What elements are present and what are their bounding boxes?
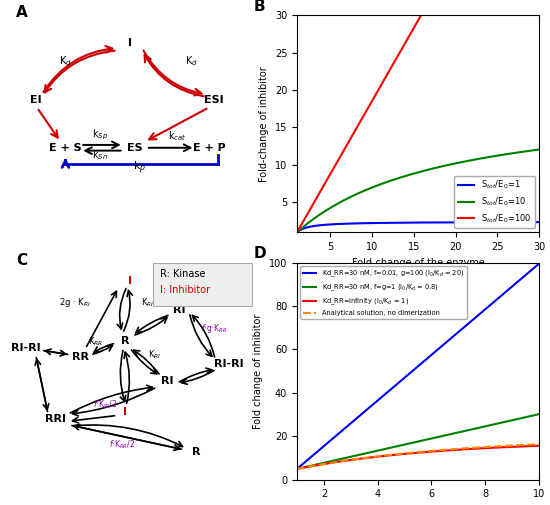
Text: RI: RI	[173, 305, 185, 315]
Text: RRI: RRI	[45, 414, 66, 424]
FancyBboxPatch shape	[153, 264, 252, 306]
Text: EI: EI	[30, 95, 42, 106]
Text: I: I	[128, 276, 132, 286]
Text: I: Inhibitor: I: Inhibitor	[160, 285, 210, 295]
Text: RI-RI: RI-RI	[11, 343, 41, 353]
Text: ESI: ESI	[204, 95, 224, 106]
Y-axis label: Fold change of inhibitor: Fold change of inhibitor	[254, 314, 263, 429]
Text: R: R	[192, 447, 201, 457]
Text: K$_d$: K$_d$	[59, 55, 72, 69]
Text: I: I	[128, 38, 132, 48]
Text: R: Kinase: R: Kinase	[160, 269, 205, 279]
Text: K$_{RI}$: K$_{RI}$	[148, 348, 161, 361]
Text: $f$·K$_{RR}$/2: $f$·K$_{RR}$/2	[109, 438, 135, 451]
Text: RI-RI: RI-RI	[214, 360, 244, 369]
Text: RI: RI	[161, 376, 173, 386]
Text: K$_{RI}$: K$_{RI}$	[140, 296, 154, 309]
Text: k$_{cat}$: k$_{cat}$	[168, 129, 186, 143]
Text: A: A	[16, 5, 28, 20]
Text: ES: ES	[127, 143, 142, 153]
Text: k$_{Sp}$: k$_{Sp}$	[92, 127, 108, 142]
Text: $f$·K$_{RI}$/2: $f$·K$_{RI}$/2	[93, 398, 117, 411]
Text: k$_{Sn}$: k$_{Sn}$	[92, 148, 108, 162]
Text: $f$·g·K$_{RR}$: $f$·g·K$_{RR}$	[201, 322, 227, 335]
Text: RR: RR	[72, 352, 89, 362]
Text: B: B	[254, 0, 265, 14]
Legend: Kd_RR=30 nM, f=0.01, g=100 (I$_0$/K$_d$ = 20), Kd_RR=30 nM, f=g=1 (I$_0$/K$_d$ =: Kd_RR=30 nM, f=0.01, g=100 (I$_0$/K$_d$ …	[300, 266, 467, 319]
Text: E + S: E + S	[49, 143, 82, 153]
Text: D: D	[254, 246, 266, 261]
Text: I: I	[123, 407, 127, 417]
Legend: S$_{tot}$/E$_0$=1, S$_{tot}$/E$_0$=10, S$_{tot}$/E$_0$=100: S$_{tot}$/E$_0$=1, S$_{tot}$/E$_0$=10, S…	[454, 176, 535, 228]
Text: R: R	[120, 336, 129, 345]
Text: C: C	[16, 252, 27, 268]
X-axis label: Fold-change of the enzyme: Fold-change of the enzyme	[351, 258, 485, 268]
Text: K$_{RR}$: K$_{RR}$	[87, 335, 103, 347]
Text: k$_p$: k$_p$	[133, 160, 146, 176]
Text: K$_d$: K$_d$	[185, 55, 198, 69]
Text: E + P: E + P	[192, 143, 226, 153]
Text: 2g · K$_{RI}$: 2g · K$_{RI}$	[59, 296, 91, 309]
Y-axis label: Fold-change of inhibitor: Fold-change of inhibitor	[259, 66, 269, 182]
